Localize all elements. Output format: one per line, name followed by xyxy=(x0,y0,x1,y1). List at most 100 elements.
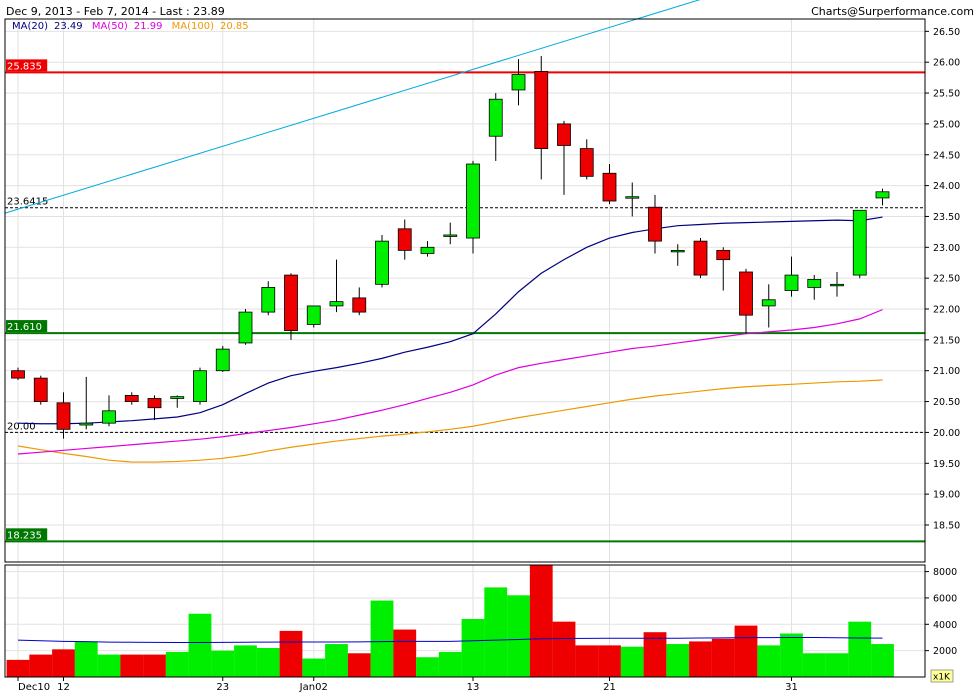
volume-bar xyxy=(620,646,644,677)
ma100-line xyxy=(17,379,883,463)
candle-body xyxy=(11,370,25,379)
y-tick-label: 19.50 xyxy=(933,459,960,470)
candle-body xyxy=(625,196,640,199)
candle-body xyxy=(329,301,344,307)
candle-body xyxy=(761,299,776,307)
legend-ma100-value: 20.85 xyxy=(220,21,249,32)
candle-body xyxy=(124,394,139,402)
candle-body xyxy=(147,398,162,409)
volume-unit-badge xyxy=(930,669,954,683)
volume-average-line xyxy=(17,636,883,643)
x-tick-label: 21 xyxy=(603,682,616,693)
candle-body xyxy=(488,98,503,137)
ma20-line xyxy=(17,216,883,425)
y-tick-label: 26.00 xyxy=(933,58,960,69)
candle-body xyxy=(511,74,526,91)
y-tick-label: 21.50 xyxy=(933,335,960,346)
candle-body xyxy=(602,172,617,202)
candle-body xyxy=(238,311,253,344)
candle-body xyxy=(716,249,731,261)
volume-bar xyxy=(825,653,849,677)
chart-title: Dec 9, 2013 - Feb 7, 2014 - Last : 23.89 xyxy=(6,5,225,18)
legend-ma20-label: MA(20) xyxy=(12,21,48,32)
candle-body xyxy=(284,274,298,332)
volume-bar xyxy=(279,630,303,677)
y-tick-label: 18.50 xyxy=(933,520,960,531)
volume-bar xyxy=(234,645,257,677)
x-tick-label: Dec10 xyxy=(18,682,50,693)
candle-body xyxy=(261,287,276,313)
trendline xyxy=(4,0,701,214)
candle-body xyxy=(170,396,185,399)
volume-bar xyxy=(120,654,144,677)
candle-body xyxy=(739,271,753,316)
candle-body xyxy=(875,191,890,199)
volume-bar xyxy=(507,595,530,677)
chart-credit: Charts@Surperformance.com xyxy=(811,5,974,18)
level-label-bg xyxy=(6,59,48,72)
candle-body xyxy=(557,123,571,146)
ma50-line xyxy=(17,309,883,455)
x-tick-label: 31 xyxy=(785,682,798,693)
y-tick-label: 23.50 xyxy=(933,212,960,223)
candle-body xyxy=(56,402,71,430)
volume-unit-label: x1K xyxy=(933,673,951,683)
candle-body xyxy=(466,163,480,239)
level-label: 21.610 xyxy=(7,322,42,333)
y-tick-label: 23.00 xyxy=(933,243,960,254)
ma-legend: MA(20) 23.49 MA(50) 21.99 MA(100) 20.85 xyxy=(12,21,255,32)
candle-body xyxy=(852,209,867,276)
level-label: 25.835 xyxy=(7,61,42,72)
candle-body xyxy=(102,410,116,424)
candle-body xyxy=(648,206,662,242)
volume-bar xyxy=(416,657,439,677)
candle-body xyxy=(352,297,367,313)
volume-panel-frame xyxy=(4,564,926,678)
volume-bar xyxy=(165,651,189,677)
level-label-bg xyxy=(6,194,54,207)
level-label: 18.235 xyxy=(7,530,42,541)
volume-bar xyxy=(780,633,803,677)
volume-bar xyxy=(188,613,212,677)
volume-bar xyxy=(757,645,781,677)
level-label-bg xyxy=(6,528,48,541)
candle-body xyxy=(79,422,94,426)
candle-body xyxy=(534,71,549,149)
y-tick-label: 25.00 xyxy=(933,119,960,130)
volume-bar xyxy=(325,644,348,677)
volume-bar xyxy=(848,621,872,677)
candle-body xyxy=(375,240,389,285)
volume-y-tick-label: 6000 xyxy=(933,593,957,604)
x-tick-label: 23 xyxy=(216,682,229,693)
y-tick-label: 25.50 xyxy=(933,89,960,100)
y-tick-label: 24.00 xyxy=(933,181,960,192)
x-tick-label: 13 xyxy=(467,682,480,693)
y-tick-label: 22.00 xyxy=(933,305,960,316)
volume-bar xyxy=(871,644,894,677)
candle-body xyxy=(397,228,412,251)
x-tick-label: 12 xyxy=(57,682,70,693)
y-tick-label: 20.50 xyxy=(933,397,960,408)
volume-bar xyxy=(370,600,394,677)
volume-y-tick-label: 8000 xyxy=(933,567,957,578)
volume-bar xyxy=(74,641,98,677)
volume-bar xyxy=(302,658,326,677)
candle-body xyxy=(579,148,594,177)
volume-bar xyxy=(802,653,826,677)
candle-body xyxy=(215,348,230,372)
volume-y-tick-label: 4000 xyxy=(933,620,957,631)
y-tick-label: 20.00 xyxy=(933,428,960,439)
legend-ma50-label: MA(50) xyxy=(91,21,128,32)
y-tick-label: 26.50 xyxy=(933,27,960,38)
volume-bar xyxy=(734,625,758,677)
volume-bar xyxy=(97,654,121,677)
volume-bar xyxy=(689,641,712,677)
level-label: 20.00 xyxy=(7,421,36,432)
y-tick-label: 21.00 xyxy=(933,366,960,377)
volume-bar xyxy=(256,648,280,677)
y-tick-label: 19.00 xyxy=(933,490,960,501)
volume-bar xyxy=(6,659,30,677)
volume-bar xyxy=(552,621,576,677)
volume-bar xyxy=(711,638,735,677)
